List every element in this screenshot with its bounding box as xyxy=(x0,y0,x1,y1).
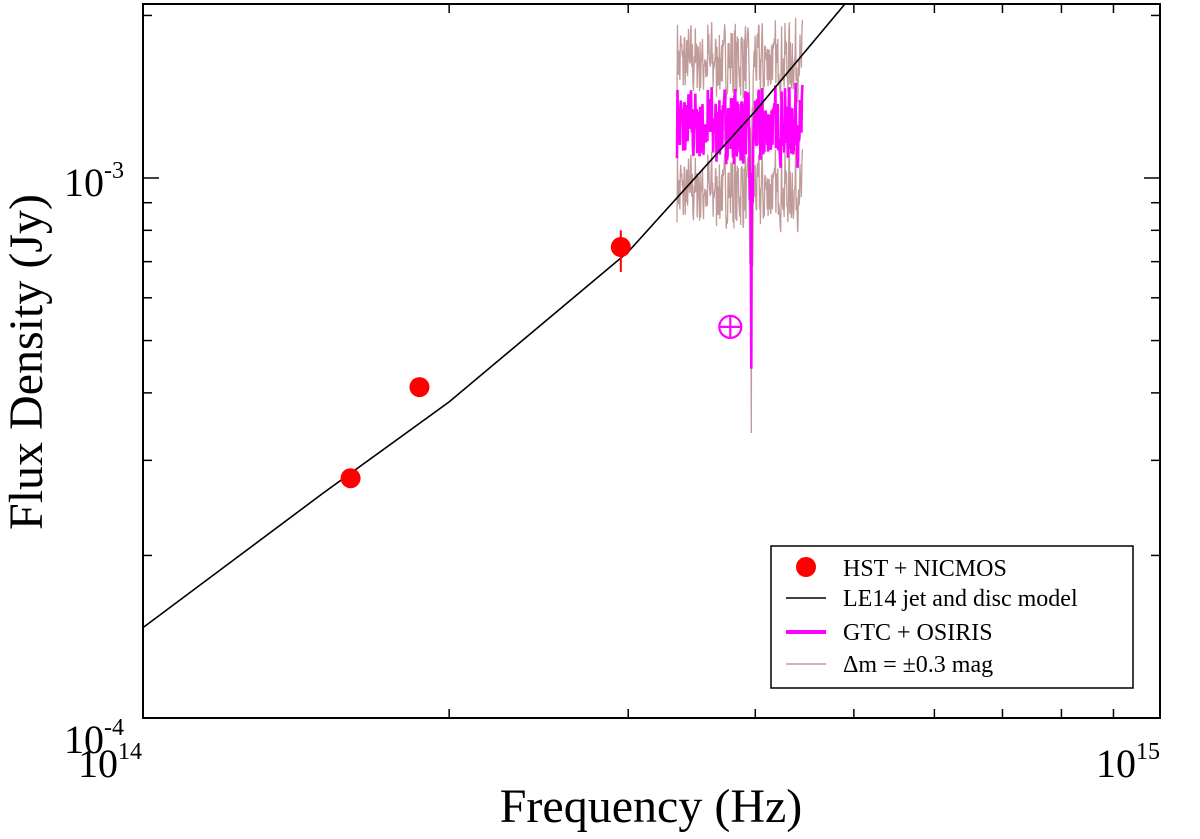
y-tick-label-1e-3: 10-3 xyxy=(64,158,124,205)
legend: HST + NICMOS LE14 jet and disc model GTC… xyxy=(770,545,1134,689)
x-axis-title: Frequency (Hz) xyxy=(500,780,803,833)
y-tick-label-1e-4: 10-4 xyxy=(64,715,124,762)
legend-marker-hst xyxy=(796,557,816,577)
y-tick-labels: 10-4 10-3 xyxy=(64,158,124,762)
x-tick-label-1e14: 1014 xyxy=(78,739,142,786)
legend-label-model: LE14 jet and disc model xyxy=(843,586,1078,612)
y-axis-title: Flux Density (Jy) xyxy=(0,194,53,530)
gtc-osiris-spectrum xyxy=(675,82,804,369)
hst-point xyxy=(610,237,631,258)
delta-mag-upper xyxy=(676,17,804,304)
legend-label-hst: HST + NICMOS xyxy=(843,556,1007,582)
hst-nicmos-points xyxy=(340,230,631,489)
hst-point xyxy=(409,377,430,398)
gtc-osiris-line xyxy=(675,82,804,369)
legend-label-gtc: GTC + OSIRIS xyxy=(843,620,993,646)
hst-point xyxy=(340,468,361,489)
annotation-layer xyxy=(718,314,743,339)
x-tick-labels: 1014 1015 xyxy=(78,739,1160,786)
axis-ticks xyxy=(142,4,1161,719)
legend-box xyxy=(770,545,1134,689)
legend-label-delta: Δm = ±0.3 mag xyxy=(843,652,993,678)
le14-model-line xyxy=(143,4,846,629)
x-tick-label-1e15: 1015 xyxy=(1096,739,1160,786)
